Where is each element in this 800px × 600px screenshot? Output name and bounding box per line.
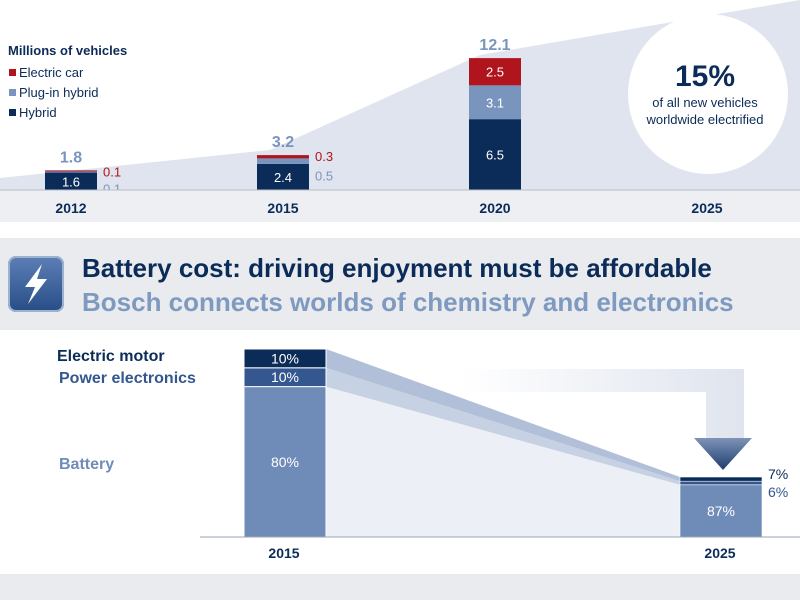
- bar-electric-2020: [469, 58, 521, 86]
- value-plugin-2020: 3.1: [486, 95, 504, 110]
- value-hybrid-2020: 6.5: [486, 148, 504, 163]
- legend-swatch-hybrid: [9, 109, 16, 116]
- legend-electric: Electric car: [19, 65, 84, 80]
- value-2015-battery: 80%: [271, 454, 299, 470]
- bar-plugin-2020: [469, 85, 521, 120]
- bar-electric-2012: [45, 170, 97, 172]
- value-2025-battery: 87%: [707, 503, 735, 519]
- page-subtitle: Bosch connects worlds of chemistry and e…: [82, 287, 734, 317]
- bar-2015-battery: [243, 386, 327, 538]
- value-electric-2015: 0.3: [315, 149, 333, 164]
- value-2015-power-electronics: 10%: [271, 369, 299, 385]
- y-axis-label: Millions of vehicles: [8, 43, 127, 58]
- value-hybrid-2015: 2.4: [274, 170, 292, 185]
- legend-swatch-electric: [9, 69, 16, 76]
- bar-hybrid-2015: [257, 163, 309, 190]
- band-power-electronics: [326, 367, 680, 485]
- trend-arrow-shaft: [462, 369, 744, 438]
- band-electric-motor: [326, 349, 680, 482]
- value-2025-power-electronics: 6%: [768, 484, 788, 500]
- value-electric-2012: 0.1: [103, 164, 121, 179]
- x-tick-2025: 2025: [691, 200, 722, 216]
- callout-circle: [628, 14, 788, 174]
- band-battery: [326, 386, 680, 537]
- total-label-2015: 3.2: [272, 134, 294, 151]
- lightning-bolt-icon: [25, 264, 47, 304]
- bar-hybrid-2020: [469, 119, 521, 190]
- x-tick-2020: 2020: [479, 200, 510, 216]
- callout-line1: of all new vehicles: [652, 95, 758, 110]
- bar-electric-2015: [257, 155, 309, 159]
- legend-plugin: Plug-in hybrid: [19, 85, 99, 100]
- bar-2015-electric-motor: [243, 348, 327, 369]
- trend-arrow-head: [694, 438, 752, 470]
- bar-plugin-2012: [45, 171, 97, 173]
- x-tick-2025: 2025: [704, 545, 735, 561]
- header-icon-box: [8, 256, 64, 312]
- x-axis-band: [0, 190, 800, 222]
- label-electric-motor: Electric motor: [57, 348, 165, 365]
- bar-hybrid-2012: [45, 172, 97, 190]
- value-2015-electric-motor: 10%: [271, 350, 299, 366]
- bar-2025-power-electronics: [679, 480, 763, 486]
- cost-chart: 80% 10% 10% 87% 7% 6% Electric motor Power el…: [57, 348, 800, 561]
- bar-2025-electric-motor: [679, 476, 763, 482]
- page-title: Battery cost: driving enjoyment must be …: [82, 253, 712, 283]
- value-hybrid-2012: 1.6: [62, 174, 80, 189]
- x-tick-2015: 2015: [268, 545, 299, 561]
- label-battery: Battery: [59, 456, 114, 473]
- growth-area: [0, 0, 800, 190]
- value-2025-electric-motor: 7%: [768, 466, 788, 482]
- legend-swatch-plugin: [9, 89, 16, 96]
- footer-band: [0, 574, 800, 600]
- x-tick-2015: 2015: [267, 200, 298, 216]
- callout-line2: worldwide electrified: [645, 112, 763, 127]
- value-electric-2020: 2.5: [486, 65, 504, 80]
- legend-hybrid: Hybrid: [19, 105, 57, 120]
- label-power-electronics: Power electronics: [59, 370, 196, 387]
- header-band: [0, 238, 800, 330]
- x-tick-2012: 2012: [55, 200, 86, 216]
- total-label-2012: 1.8: [60, 149, 82, 166]
- value-plugin-2015: 0.5: [315, 168, 333, 183]
- total-label-2020: 12.1: [479, 37, 510, 54]
- callout-value: 15%: [675, 60, 735, 93]
- bar-plugin-2015: [257, 158, 309, 164]
- vehicle-chart: 15% of all new vehicles worldwide electr…: [0, 0, 800, 222]
